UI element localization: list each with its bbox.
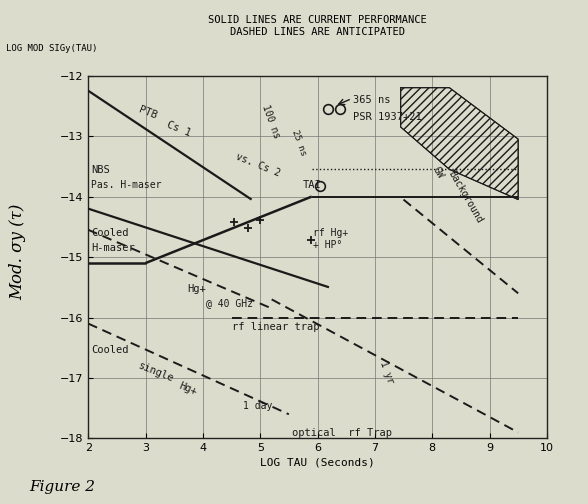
Text: 100 ns: 100 ns [260, 103, 282, 140]
Text: Background: Background [446, 169, 485, 225]
Text: NBS: NBS [91, 165, 110, 175]
Text: 1 day: 1 day [243, 401, 272, 411]
Text: @ 40 GHz: @ 40 GHz [206, 298, 253, 308]
Text: Cs 1: Cs 1 [166, 119, 192, 138]
Text: TAI: TAI [303, 179, 322, 190]
Text: + HP°: + HP° [313, 240, 342, 250]
Text: Cooled: Cooled [91, 345, 129, 355]
Text: optical  rf Trap: optical rf Trap [292, 427, 392, 437]
Text: H-maser: H-maser [91, 242, 135, 253]
Text: Hg+: Hg+ [187, 284, 206, 294]
Text: single: single [137, 361, 175, 385]
Text: 25 ns: 25 ns [290, 129, 308, 157]
Text: SOLID LINES ARE CURRENT PERFORMANCE
DASHED LINES ARE ANTICIPATED: SOLID LINES ARE CURRENT PERFORMANCE DASH… [208, 15, 427, 37]
Text: Mod. σy (τ): Mod. σy (τ) [9, 204, 26, 300]
Text: rf Hg+: rf Hg+ [313, 228, 348, 238]
Text: Cooled: Cooled [91, 228, 129, 238]
Text: vs. Cs 2: vs. Cs 2 [235, 151, 282, 178]
Text: Figure 2: Figure 2 [29, 480, 95, 494]
Text: Hg+: Hg+ [177, 381, 198, 397]
X-axis label: LOG TAU (Seconds): LOG TAU (Seconds) [260, 458, 375, 468]
Text: GW: GW [431, 165, 446, 180]
Text: PSR 1937+21: PSR 1937+21 [353, 112, 422, 122]
Text: PTB: PTB [137, 105, 158, 121]
Text: LOG MOD SIGy(TAU): LOG MOD SIGy(TAU) [6, 44, 97, 53]
Text: rf linear trap: rf linear trap [232, 323, 319, 332]
Text: 365 ns: 365 ns [353, 95, 390, 105]
Text: 1 yr: 1 yr [377, 360, 395, 386]
Text: Pas. H-maser: Pas. H-maser [91, 179, 162, 190]
